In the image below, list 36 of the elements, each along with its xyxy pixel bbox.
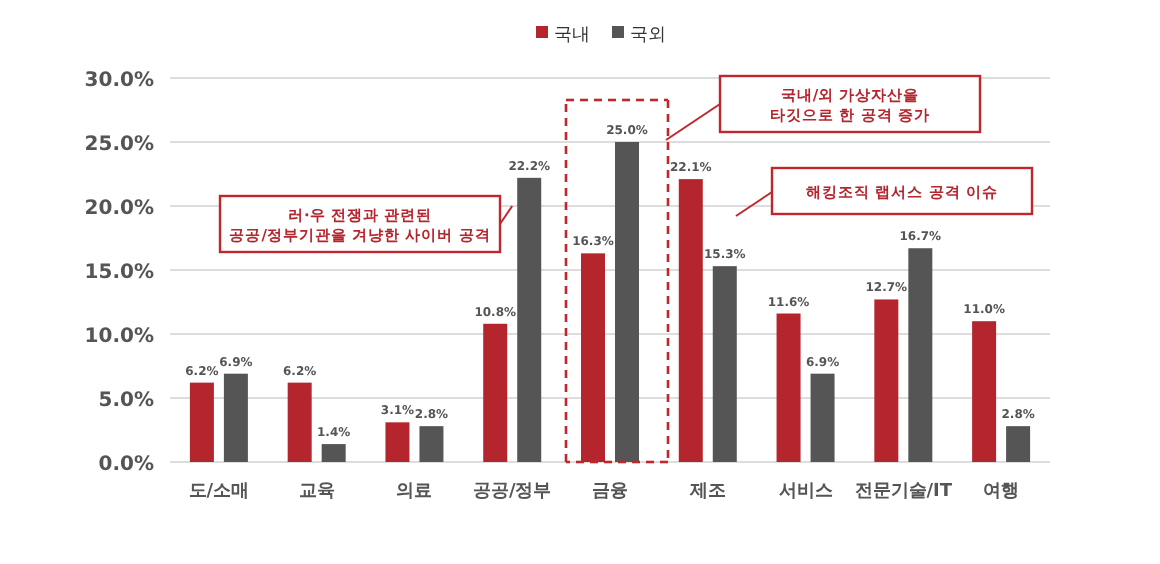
bar	[712, 266, 737, 462]
bar	[223, 373, 248, 462]
y-tick-label: 20.0%	[84, 198, 154, 220]
bar	[581, 253, 605, 462]
bar	[419, 426, 444, 462]
x-tick-label: 공공/정부	[472, 482, 552, 502]
y-tick-label: 0.0%	[98, 454, 154, 476]
y-tick-label: 10.0%	[84, 326, 154, 348]
bar	[483, 323, 508, 462]
x-tick-label: 도/소매	[188, 482, 250, 502]
bar	[287, 382, 312, 462]
x-tick-label: 서비스	[778, 482, 833, 502]
y-tick-label: 25.0%	[84, 134, 154, 156]
bar	[517, 177, 542, 462]
x-tick-label: 의료	[396, 482, 433, 502]
bar	[776, 313, 801, 462]
x-tick-label: 교육	[298, 482, 335, 502]
bar	[615, 142, 639, 462]
bar	[874, 299, 899, 462]
legend-label: 국외	[630, 26, 666, 46]
bar	[321, 444, 346, 462]
x-tick-label: 전문기술/IT	[854, 482, 954, 502]
x-tick-label: 금융	[592, 482, 628, 502]
bar	[1006, 426, 1031, 462]
y-tick-label: 5.0%	[98, 390, 154, 412]
x-tick-label: 여행	[983, 482, 1020, 502]
bar	[810, 373, 835, 462]
x-tick-label: 제조	[687, 482, 726, 502]
bar	[972, 321, 997, 462]
bar	[678, 179, 703, 462]
bar	[385, 422, 410, 462]
y-tick-label: 30.0%	[84, 70, 154, 92]
bar	[189, 382, 214, 462]
bar	[908, 248, 933, 462]
y-tick-label: 15.0%	[84, 262, 154, 284]
legend-label: 국내	[554, 26, 590, 46]
